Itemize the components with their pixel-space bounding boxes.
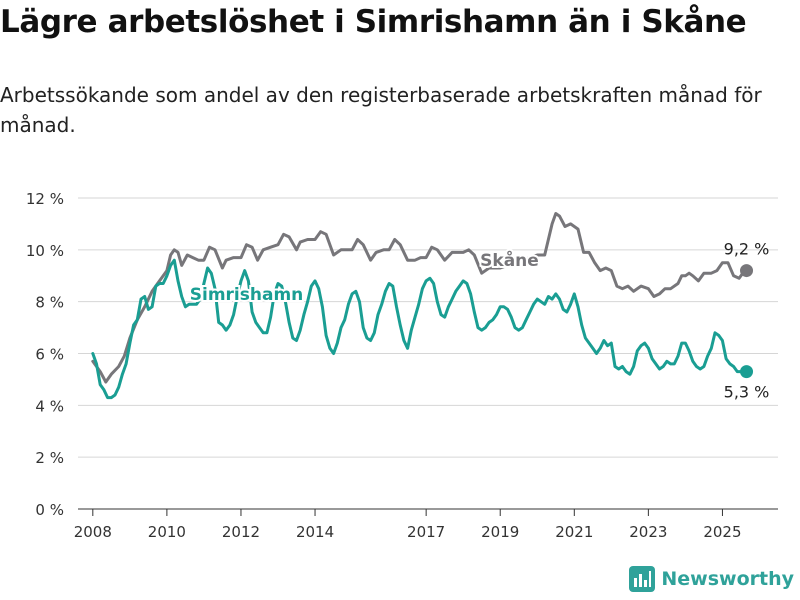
x-tick-label: 2021	[555, 523, 593, 540]
y-tick-label: 0 %	[35, 501, 64, 519]
x-tick-label: 2014	[296, 523, 334, 540]
x-tick-label: 2023	[629, 523, 667, 540]
series-lines	[91, 212, 754, 400]
bar-chart-logo-icon	[629, 566, 656, 592]
x-tick-label: 2012	[222, 523, 260, 540]
y-tick-label: 6 %	[35, 346, 64, 364]
y-tick-label: 10 %	[26, 242, 64, 260]
brand-name: Newsworthy	[661, 568, 794, 590]
y-axis-tick-labels: 0 % 2 % 4 % 6 % 8 % 10 % 12 %	[26, 190, 64, 519]
series-line-sk-ne	[91, 212, 748, 384]
y-tick-label: 4 %	[35, 397, 64, 415]
x-tick-label: 2025	[703, 523, 741, 540]
series-labels: Skåne 9,2 % Simrishamn 5,3 %	[188, 240, 770, 402]
gridlines	[78, 197, 778, 458]
x-tick-label: 2010	[148, 523, 186, 540]
y-tick-label: 12 %	[26, 190, 64, 208]
x-tick-label: 2019	[481, 523, 519, 540]
y-tick-label: 2 %	[35, 449, 64, 467]
series-label-simrishamn: Simrishamn	[190, 285, 304, 305]
end-point-sk-ne	[740, 264, 754, 278]
end-value-label-sk-ne: 9,2 %	[724, 240, 770, 259]
end-value-label-simrishamn: 5,3 %	[724, 383, 770, 402]
series-label-sk-ne: Skåne	[480, 249, 539, 271]
newsworthy-logo: Newsworthy	[629, 566, 794, 592]
x-axis-ticks: 2008 2010 2012 2014 2017 2019 2021 2023 2025	[74, 509, 742, 540]
series-line-simrishamn	[91, 258, 748, 400]
line-chart: 0 % 2 % 4 % 6 % 8 % 10 % 12 % 2008 2010 2012 2014…	[26, 190, 778, 540]
x-tick-label: 2008	[74, 523, 112, 540]
y-tick-label: 8 %	[35, 294, 64, 312]
page-subtitle: Arbetssökande som andel av den registerb…	[0, 83, 762, 137]
x-tick-label: 2017	[407, 523, 445, 540]
end-point-simrishamn	[740, 365, 754, 379]
page-title: Lägre arbetslöshet i Simrishamn än i Skå…	[0, 4, 747, 40]
